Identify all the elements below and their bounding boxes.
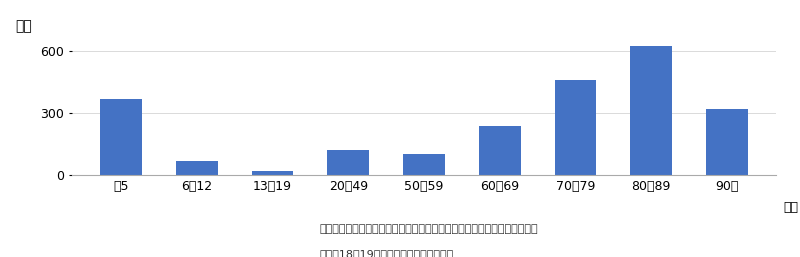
Text: 出典：食べ物をのどに詰まらせた救急事故の発生状況（東京消防庁管内、: 出典：食べ物をのどに詰まらせた救急事故の発生状況（東京消防庁管内、 (320, 224, 538, 234)
Text: 平成：18～19年）より消費者庁にて集計: 平成：18～19年）より消費者庁にて集計 (320, 249, 454, 257)
Bar (706, 109, 748, 175)
Text: 人数: 人数 (16, 19, 33, 33)
Bar (327, 150, 369, 175)
Bar (403, 154, 445, 175)
Bar (252, 171, 294, 175)
Bar (176, 161, 218, 175)
Bar (554, 80, 596, 175)
Bar (100, 99, 142, 175)
Text: 年齢: 年齢 (783, 201, 798, 214)
Bar (630, 46, 672, 175)
Bar (479, 126, 521, 175)
